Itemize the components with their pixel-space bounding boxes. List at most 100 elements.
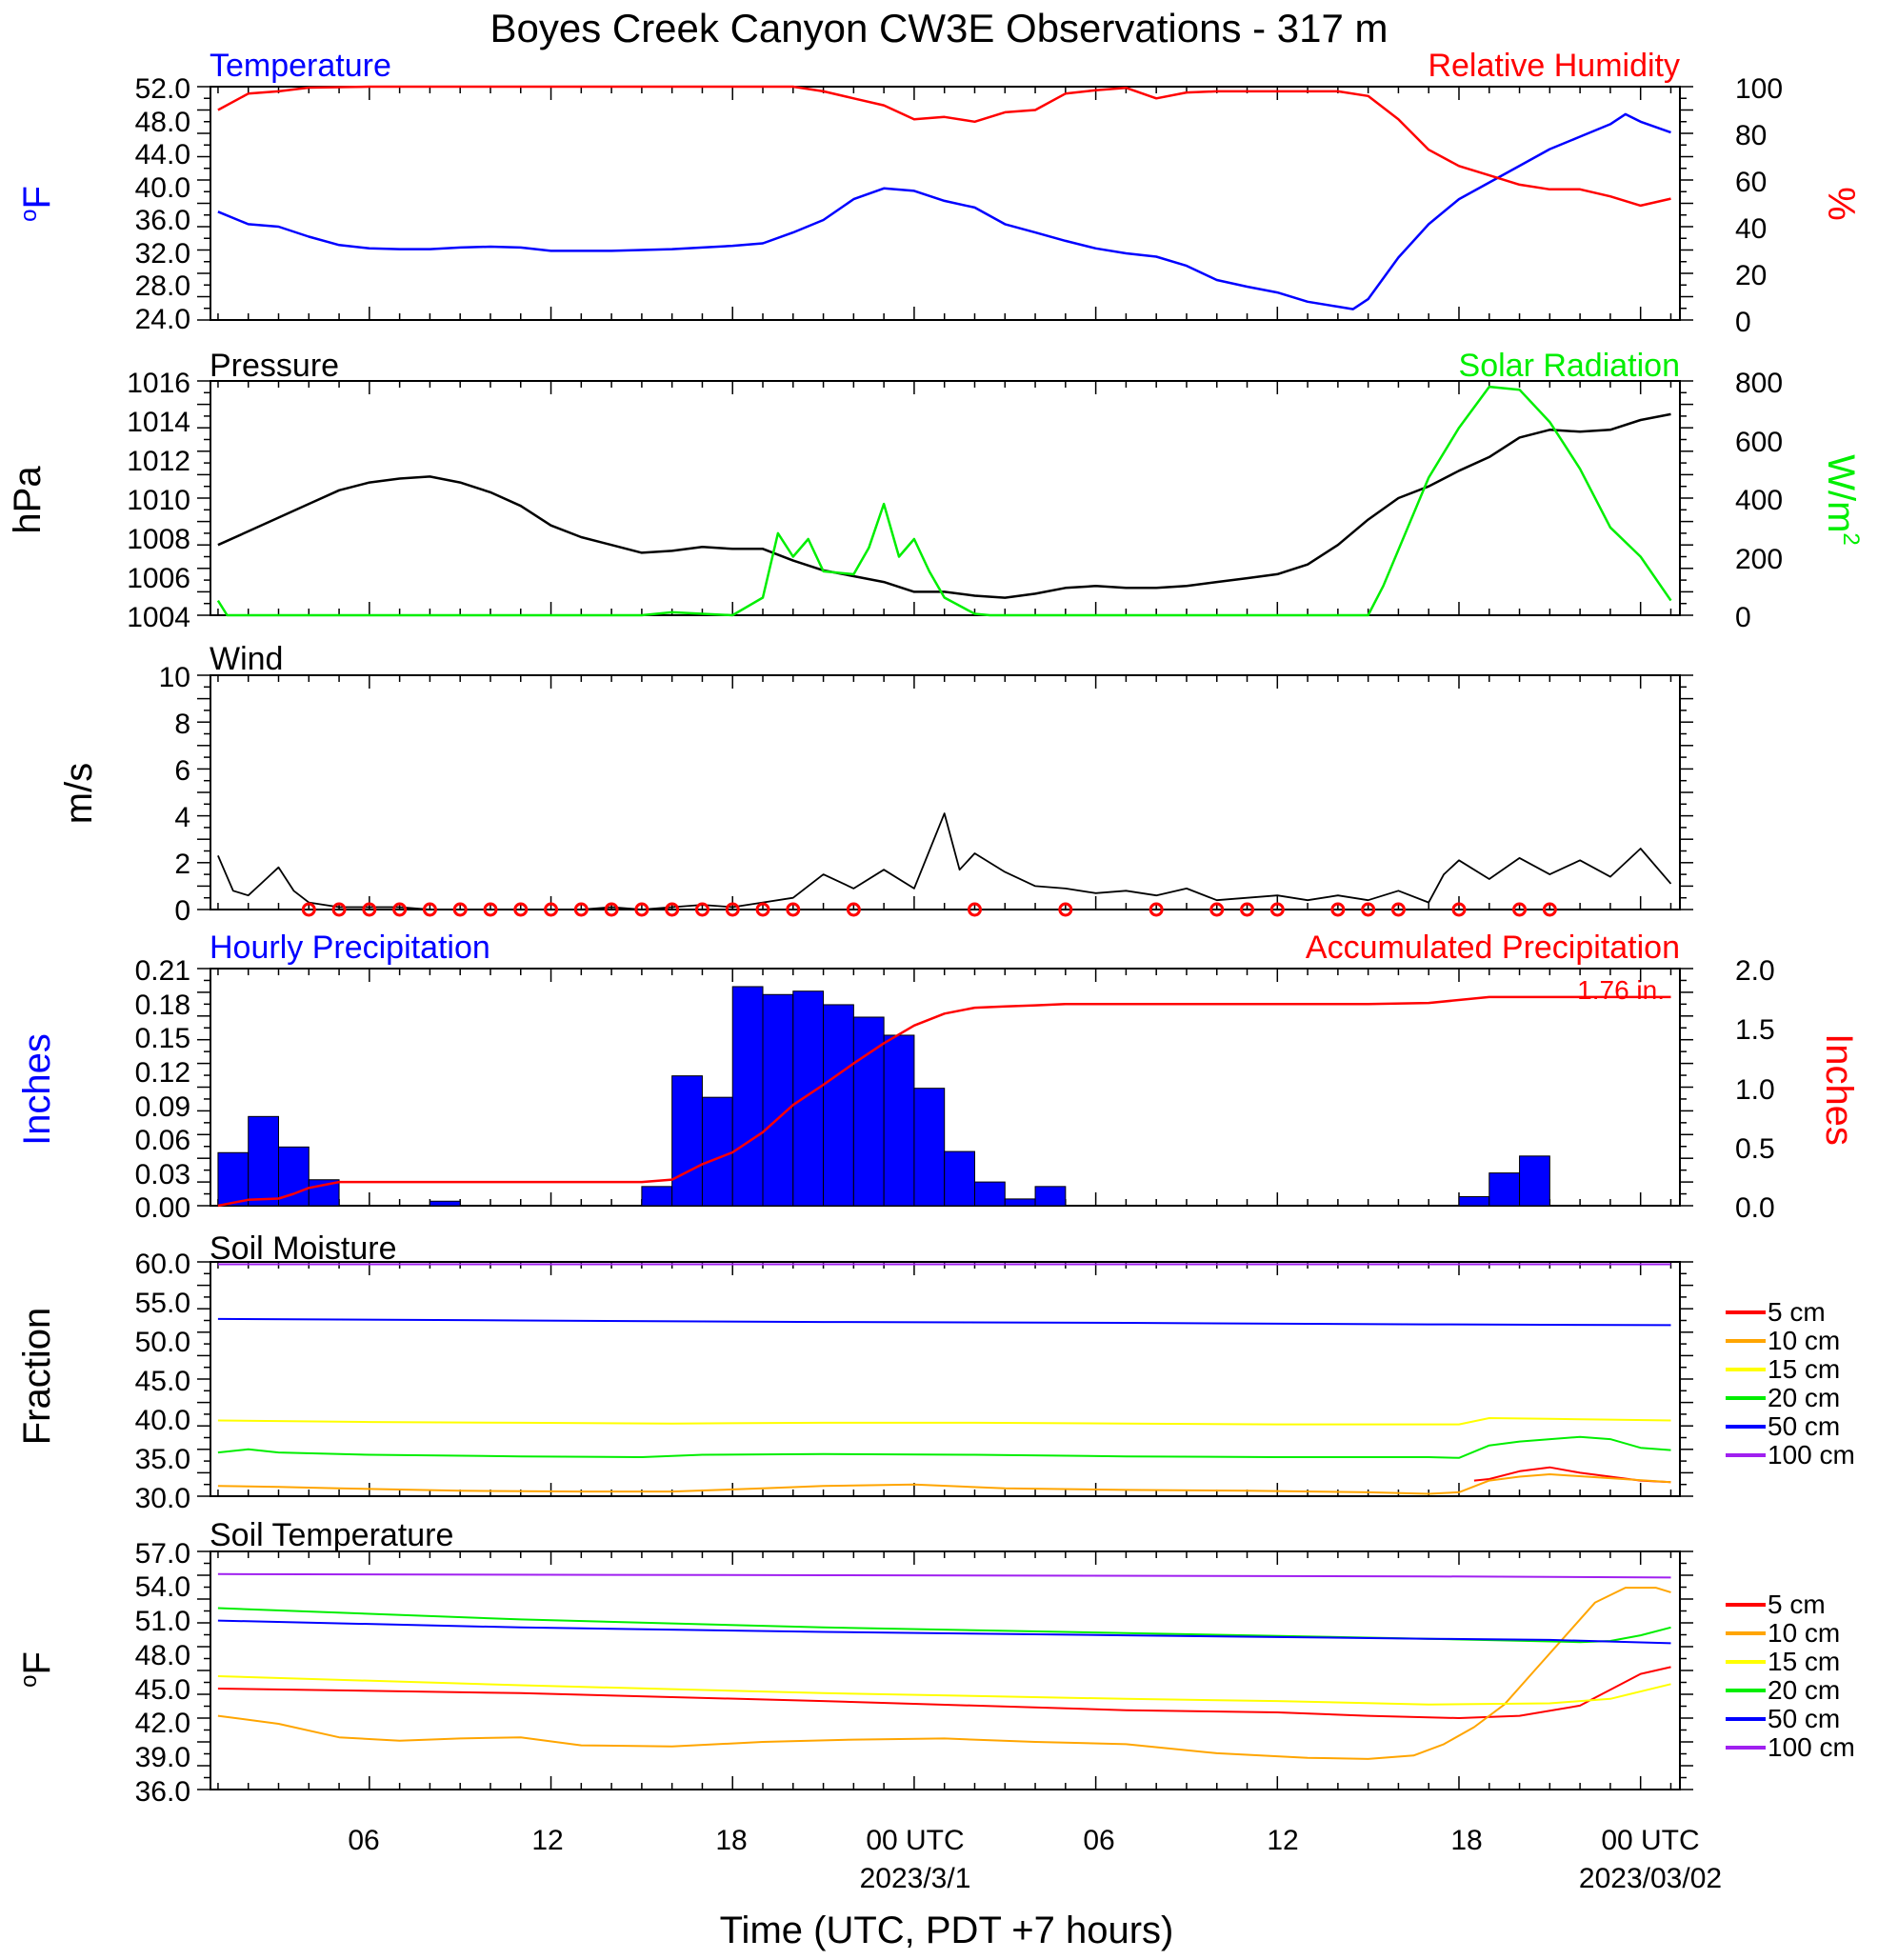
tick-label: 1.5 (1735, 1014, 1775, 1046)
line-wind-speed (217, 812, 1672, 910)
tick-label: 1012 (127, 446, 190, 477)
legend-item: 20 cm (1726, 1675, 1840, 1705)
humidity-unit: % (1820, 187, 1862, 221)
tick-label: 48.0 (135, 1640, 190, 1671)
x-tick-label: 18 (1450, 1825, 1482, 1856)
x-tick-label: 06 (348, 1825, 379, 1856)
wind-calm-marker (1361, 902, 1376, 917)
legend-item: 50 cm (1726, 1411, 1840, 1441)
legend-label: 50 cm (1768, 1411, 1840, 1441)
pressure-unit: hPa (7, 466, 49, 534)
precip-bar (641, 1186, 673, 1207)
precip-bar (1519, 1155, 1550, 1207)
line-soil-temp-15cm (217, 1675, 1671, 1706)
legend-item: 10 cm (1726, 1326, 1840, 1355)
panel5-left-ticklabels: 60.0 55.0 50.0 45.0 40.0 35.0 30.0 (135, 1249, 190, 1514)
humidity-title: Relative Humidity (1428, 48, 1680, 84)
precip-bar (429, 1200, 461, 1207)
x-tick-label: 00 UTC (1601, 1825, 1699, 1856)
line-soil-moisture-15cm (217, 1417, 1671, 1426)
wind-calm-marker (422, 902, 437, 917)
wind-calm-marker (1330, 902, 1346, 917)
tick-label: 800 (1735, 368, 1783, 399)
panel-wind: Wind 10 8 6 4 2 0 m/s (58, 641, 283, 927)
tick-label: 1004 (127, 602, 190, 633)
wind-title: Wind (210, 641, 283, 677)
legend-item: 20 cm (1726, 1383, 1840, 1412)
tick-label: 0.12 (135, 1057, 190, 1089)
accum-precip-unit: Inches (1818, 1033, 1860, 1146)
x-tick-label: 12 (1267, 1825, 1298, 1856)
wind-calm-marker (725, 902, 740, 917)
tick-label: 2.0 (1735, 955, 1775, 987)
unit-base: W/m (1820, 454, 1862, 532)
wind-calm-marker (1209, 902, 1225, 917)
tick-label: 24.0 (135, 304, 190, 335)
legend-item: 10 cm (1726, 1618, 1840, 1648)
soil-temp-title: Soil Temperature (210, 1517, 453, 1553)
tick-label: 0.03 (135, 1159, 190, 1190)
legend-label: 10 cm (1768, 1326, 1840, 1355)
precip-bar (1034, 1186, 1067, 1207)
panel2-left-ticklabels: 1016 1014 1012 1010 1008 1006 1004 (127, 368, 190, 633)
wind-calm-marker (634, 902, 649, 917)
line-accumulated-precipitation (217, 995, 1671, 1208)
legend-item: 100 cm (1726, 1440, 1855, 1470)
precip-bar (1458, 1196, 1490, 1207)
precip-bar (823, 1004, 854, 1207)
wind-calm-marker (967, 902, 982, 917)
tick-label: 55.0 (135, 1288, 190, 1319)
tick-label: 32.0 (135, 238, 190, 270)
wind-calm-marker (604, 902, 619, 917)
degree-symbol: o (16, 1675, 42, 1688)
legend-label: 5 cm (1768, 1297, 1826, 1327)
chart-title: Boyes Creek Canyon CW3E Observations - 3… (489, 6, 1388, 50)
wind-calm-marker (301, 902, 316, 917)
wind-calm-marker (694, 902, 709, 917)
wind-calm-marker (1451, 902, 1467, 917)
tick-label: 6 (174, 755, 190, 787)
panel-soil-temperature: Soil Temperature 57.0 54.0 51.0 48.0 45.… (16, 1517, 453, 1808)
wind-calm-marker (483, 902, 498, 917)
x-date-label: 2023/3/1 (860, 1863, 971, 1894)
precip-bar (701, 1096, 733, 1207)
soil-moisture-title: Soil Moisture (210, 1230, 397, 1267)
panel6-left-ticklabels: 57.0 54.0 51.0 48.0 45.0 42.0 39.0 36.0 (135, 1538, 190, 1808)
wind-calm-marker (1512, 902, 1528, 917)
tick-label: 0 (1735, 602, 1751, 633)
legend-label: 50 cm (1768, 1704, 1840, 1733)
temperature-unit: oF (16, 186, 58, 222)
soil-moisture-unit: Fraction (16, 1308, 58, 1446)
tick-label: 48.0 (135, 107, 190, 138)
plot-frame (210, 86, 1681, 321)
panel1-left-ticklabels: 52.0 48.0 44.0 40.0 36.0 32.0 28.0 24.0 (135, 73, 190, 335)
panel-3-frame (197, 674, 1693, 910)
line-soil-temp-5cm (217, 1666, 1671, 1719)
solar-title: Solar Radiation (1459, 348, 1680, 384)
wind-calm-marker (1240, 902, 1255, 917)
x-tick-label: 06 (1083, 1825, 1114, 1856)
x-date-label: 2023/03/02 (1579, 1863, 1722, 1894)
wind-calm-marker (1542, 902, 1557, 917)
precip-bar (973, 1181, 1006, 1207)
precip-bar (913, 1088, 946, 1207)
tick-label: 51.0 (135, 1606, 190, 1637)
legend-item: 5 cm (1726, 1297, 1826, 1327)
line-temperature (217, 112, 1671, 310)
panel-soil-moisture: Soil Moisture 60.0 55.0 50.0 45.0 40.0 3… (16, 1230, 397, 1514)
tick-label: 1.0 (1735, 1074, 1775, 1106)
pressure-title: Pressure (210, 348, 339, 384)
soil-moisture-legend: 5 cm 10 cm 15 cm 20 cm 50 cm 100 cm (1726, 1297, 1855, 1470)
precip-total-label: 1.76 in. (1577, 975, 1665, 1005)
panel-6-frame (197, 1550, 1693, 1790)
line-soil-temp-50cm (217, 1619, 1671, 1645)
tick-label: 0.0 (1735, 1192, 1775, 1224)
tick-label: 30.0 (135, 1483, 190, 1514)
tick-label: 200 (1735, 544, 1783, 575)
precip-bar (671, 1075, 703, 1207)
legend-label: 10 cm (1768, 1618, 1840, 1648)
x-axis-title: Time (UTC, PDT +7 hours) (720, 1910, 1174, 1951)
legend-label: 15 cm (1768, 1354, 1840, 1384)
wind-calm-marker (1390, 902, 1406, 917)
tick-label: 0.5 (1735, 1133, 1775, 1165)
